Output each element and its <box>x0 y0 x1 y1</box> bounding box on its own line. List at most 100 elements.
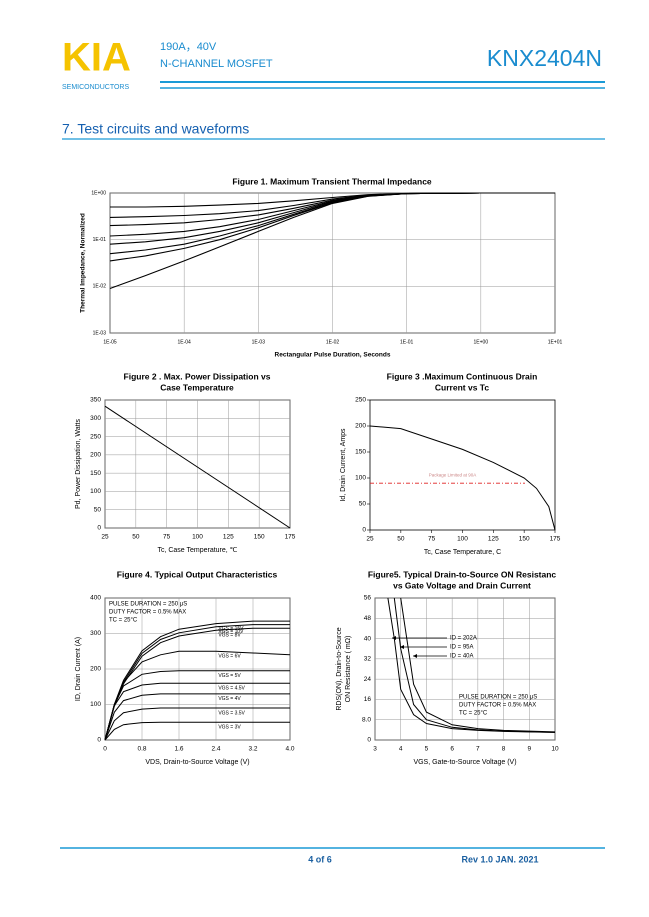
logo: KIA <box>62 36 131 80</box>
annotation: DUTY FACTOR = 0.5% MAX <box>109 610 186 616</box>
y-tick-label: 300 <box>90 630 101 637</box>
y-tick-label: 200 <box>90 452 101 459</box>
chart-title: Figure5. Typical Drain-to-Source ON Resi… <box>368 569 557 579</box>
legend-label: ID = 40A <box>450 654 474 660</box>
legend-arrowhead <box>392 636 396 640</box>
series-label: VGS = 4V <box>218 696 241 702</box>
y-tick-label: 100 <box>355 475 366 482</box>
annotation: PULSE DURATION = 250 μS <box>459 695 537 701</box>
x-tick-label: 100 <box>192 534 203 541</box>
series-line <box>393 597 556 733</box>
y-tick-label: 8.0 <box>362 716 371 723</box>
series-label: VGS = 4.5V <box>218 686 245 692</box>
x-axis-label: VDS, Drain-to-Source Voltage (V) <box>145 759 249 766</box>
x-tick-label: 1E+00 <box>474 339 489 345</box>
y-tick-label: 40 <box>364 635 372 642</box>
x-tick-label: 1E+01 <box>548 339 563 345</box>
y-tick-label: 250 <box>355 397 366 404</box>
y-tick-label: 100 <box>90 701 101 708</box>
series-line <box>104 693 290 741</box>
x-tick-label: 1.6 <box>174 746 183 753</box>
x-tick-label: 75 <box>428 536 436 543</box>
series-label: VGS = 15V <box>218 626 244 632</box>
x-axis-label: Tc, Case Temperature, C <box>424 549 501 556</box>
y-tick-label: 0 <box>362 527 366 534</box>
x-tick-label: 9 <box>527 746 531 753</box>
series-line <box>104 682 290 741</box>
x-tick-label: 3.2 <box>248 746 257 753</box>
reference-label: Package Limited at 90A <box>429 472 477 477</box>
annotation: TC = 25°C <box>109 618 138 624</box>
chart-title: Case Temperature <box>160 382 234 392</box>
series-label: VGS = 10V <box>218 629 244 635</box>
x-tick-label: 175 <box>285 534 296 541</box>
y-tick-label: 16 <box>364 696 372 703</box>
rating: 190A，40V <box>160 41 217 53</box>
y-axis-label: RDS(ON), Drain-to-Source <box>336 627 343 710</box>
y-tick-label: 400 <box>90 595 101 602</box>
x-tick-label: 25 <box>366 536 374 543</box>
plot-area <box>374 597 556 741</box>
x-axis-label: Tc, Case Temperature, ℃ <box>157 547 237 554</box>
series-line <box>369 425 556 531</box>
y-tick-label: 1E-02 <box>93 284 107 290</box>
plot-area <box>369 399 556 531</box>
y-tick-label: 0 <box>367 737 371 744</box>
part-number: KNX2404N <box>487 45 602 71</box>
y-tick-label: 150 <box>355 449 366 456</box>
x-tick-label: 1E-01 <box>400 339 414 345</box>
series-line <box>104 670 290 741</box>
x-tick-label: 125 <box>223 534 234 541</box>
chart-title: vs Gate Voltage and Drain Current <box>393 580 531 590</box>
x-tick-label: 10 <box>551 746 559 753</box>
y-tick-label: 0 <box>97 737 101 744</box>
x-tick-label: 175 <box>550 536 561 543</box>
legend-label: ID = 202A <box>450 636 477 642</box>
chart-title: Figure 2 . Max. Power Dissipation vs <box>124 371 271 381</box>
series-label: VGS = 6V <box>218 654 241 660</box>
x-tick-label: 1E-04 <box>177 339 191 345</box>
chart-title: Current vs Tc <box>435 382 489 392</box>
series-line <box>400 597 556 733</box>
x-tick-label: 0 <box>103 746 107 753</box>
x-tick-label: 50 <box>132 534 140 541</box>
y-tick-label: 300 <box>90 415 101 422</box>
annotation: TC = 25°C <box>459 711 488 717</box>
x-tick-label: 1E-03 <box>252 339 266 345</box>
y-tick-label: 350 <box>90 397 101 404</box>
y-tick-label: 50 <box>94 506 102 513</box>
legend-arrowhead <box>400 645 404 649</box>
annotation: PULSE DURATION = 250 μS <box>109 602 187 608</box>
x-tick-label: 5 <box>425 746 429 753</box>
series-line <box>104 721 290 741</box>
y-tick-label: 100 <box>90 488 101 495</box>
x-tick-label: 1E-05 <box>103 339 117 345</box>
y-tick-label: 56 <box>364 595 372 602</box>
series-label: VGS = 3.5V <box>218 710 245 716</box>
device-type: N-CHANNEL MOSFET <box>160 58 273 70</box>
x-tick-label: 4.0 <box>285 746 294 753</box>
y-tick-label: 200 <box>90 666 101 673</box>
x-tick-label: 8 <box>502 746 506 753</box>
y-tick-label: 200 <box>355 423 366 430</box>
y-tick-label: 32 <box>364 656 372 663</box>
x-tick-label: 150 <box>519 536 530 543</box>
x-tick-label: 0.8 <box>137 746 146 753</box>
x-tick-label: 6 <box>450 746 454 753</box>
y-tick-label: 150 <box>90 470 101 477</box>
y-axis-label: ID, Drain Current (A) <box>75 637 82 701</box>
series-label: VGS = 3V <box>218 725 241 731</box>
x-tick-label: 1E-02 <box>326 339 340 345</box>
y-tick-label: 48 <box>364 615 372 622</box>
x-tick-label: 4 <box>399 746 403 753</box>
x-tick-label: 150 <box>254 534 265 541</box>
y-axis-label: Pd, Power Dissipation, Watts <box>75 419 82 509</box>
x-tick-label: 125 <box>488 536 499 543</box>
page-number: 4 of 6 <box>308 854 332 864</box>
x-axis-label: VGS, Gate-to-Source Voltage (V) <box>413 759 516 766</box>
series-line <box>104 405 291 529</box>
section-title: 7. Test circuits and waveforms <box>62 121 249 137</box>
y-tick-label: 1E-01 <box>93 237 107 243</box>
